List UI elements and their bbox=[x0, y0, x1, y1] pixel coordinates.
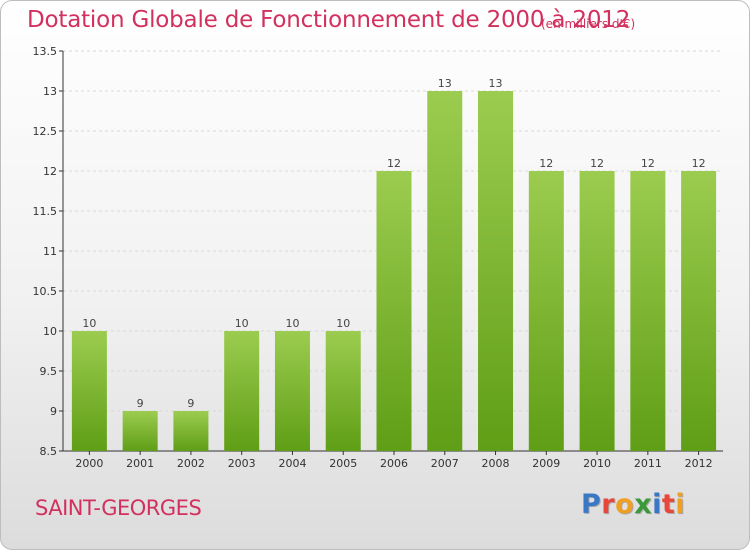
bar-value-label: 9 bbox=[187, 397, 194, 410]
logo-letter: x bbox=[634, 489, 653, 520]
bar bbox=[630, 171, 666, 451]
x-tick-label: 2001 bbox=[126, 457, 154, 470]
x-tick-label: 2010 bbox=[583, 457, 611, 470]
x-tick-label: 2000 bbox=[75, 457, 103, 470]
bar bbox=[528, 171, 564, 451]
x-tick-label: 2009 bbox=[532, 457, 560, 470]
x-tick-label: 2007 bbox=[431, 457, 459, 470]
bar bbox=[478, 91, 514, 451]
bar-value-label: 13 bbox=[438, 77, 452, 90]
y-tick-label: 8.5 bbox=[40, 445, 58, 458]
y-tick-label: 9 bbox=[50, 405, 57, 418]
bar-value-label: 12 bbox=[539, 157, 553, 170]
y-tick-label: 13 bbox=[43, 85, 57, 98]
x-tick-label: 2004 bbox=[278, 457, 306, 470]
bar bbox=[71, 331, 107, 451]
commune-name: SAINT-GEORGES bbox=[35, 496, 202, 520]
logo-letter: r bbox=[601, 489, 616, 520]
bar-value-label: 12 bbox=[641, 157, 655, 170]
bar-value-label: 10 bbox=[285, 317, 299, 330]
bar-value-label: 9 bbox=[137, 397, 144, 410]
proxiti-logo[interactable]: Proxiti bbox=[581, 489, 685, 520]
bar bbox=[427, 91, 463, 451]
x-tick-label: 2006 bbox=[380, 457, 408, 470]
bar-value-label: 10 bbox=[82, 317, 96, 330]
logo-letter: i bbox=[675, 489, 686, 520]
bar bbox=[579, 171, 615, 451]
y-tick-label: 11 bbox=[43, 245, 57, 258]
x-tick-label: 2011 bbox=[634, 457, 662, 470]
logo-letter: i bbox=[652, 489, 662, 520]
bar-value-label: 13 bbox=[489, 77, 503, 90]
y-tick-label: 9.5 bbox=[40, 365, 58, 378]
logo-letter: o bbox=[615, 489, 635, 520]
bar bbox=[122, 411, 158, 451]
bar-value-label: 12 bbox=[590, 157, 604, 170]
y-tick-label: 12.5 bbox=[33, 125, 58, 138]
logo-letter: P bbox=[581, 489, 602, 520]
x-tick-label: 2002 bbox=[177, 457, 205, 470]
bar bbox=[173, 411, 209, 451]
chart-unit: (en milliers d'€) bbox=[541, 17, 636, 31]
x-tick-label: 2005 bbox=[329, 457, 357, 470]
bar-value-label: 12 bbox=[387, 157, 401, 170]
x-tick-label: 2003 bbox=[228, 457, 256, 470]
x-tick-label: 2012 bbox=[685, 457, 713, 470]
bar bbox=[681, 171, 717, 451]
bar bbox=[274, 331, 310, 451]
y-tick-label: 12 bbox=[43, 165, 57, 178]
bar-value-label: 12 bbox=[692, 157, 706, 170]
bar bbox=[224, 331, 260, 451]
bar bbox=[376, 171, 412, 451]
bar-value-label: 10 bbox=[336, 317, 350, 330]
y-tick-label: 10.5 bbox=[33, 285, 58, 298]
x-tick-label: 2008 bbox=[482, 457, 510, 470]
logo-letter: t bbox=[661, 489, 676, 520]
bar bbox=[325, 331, 361, 451]
y-tick-label: 13.5 bbox=[33, 45, 58, 58]
chart-title: Dotation Globale de Fonctionnement de 20… bbox=[27, 7, 631, 33]
y-tick-label: 10 bbox=[43, 325, 57, 338]
bar-value-label: 10 bbox=[235, 317, 249, 330]
y-tick-label: 11.5 bbox=[33, 205, 58, 218]
